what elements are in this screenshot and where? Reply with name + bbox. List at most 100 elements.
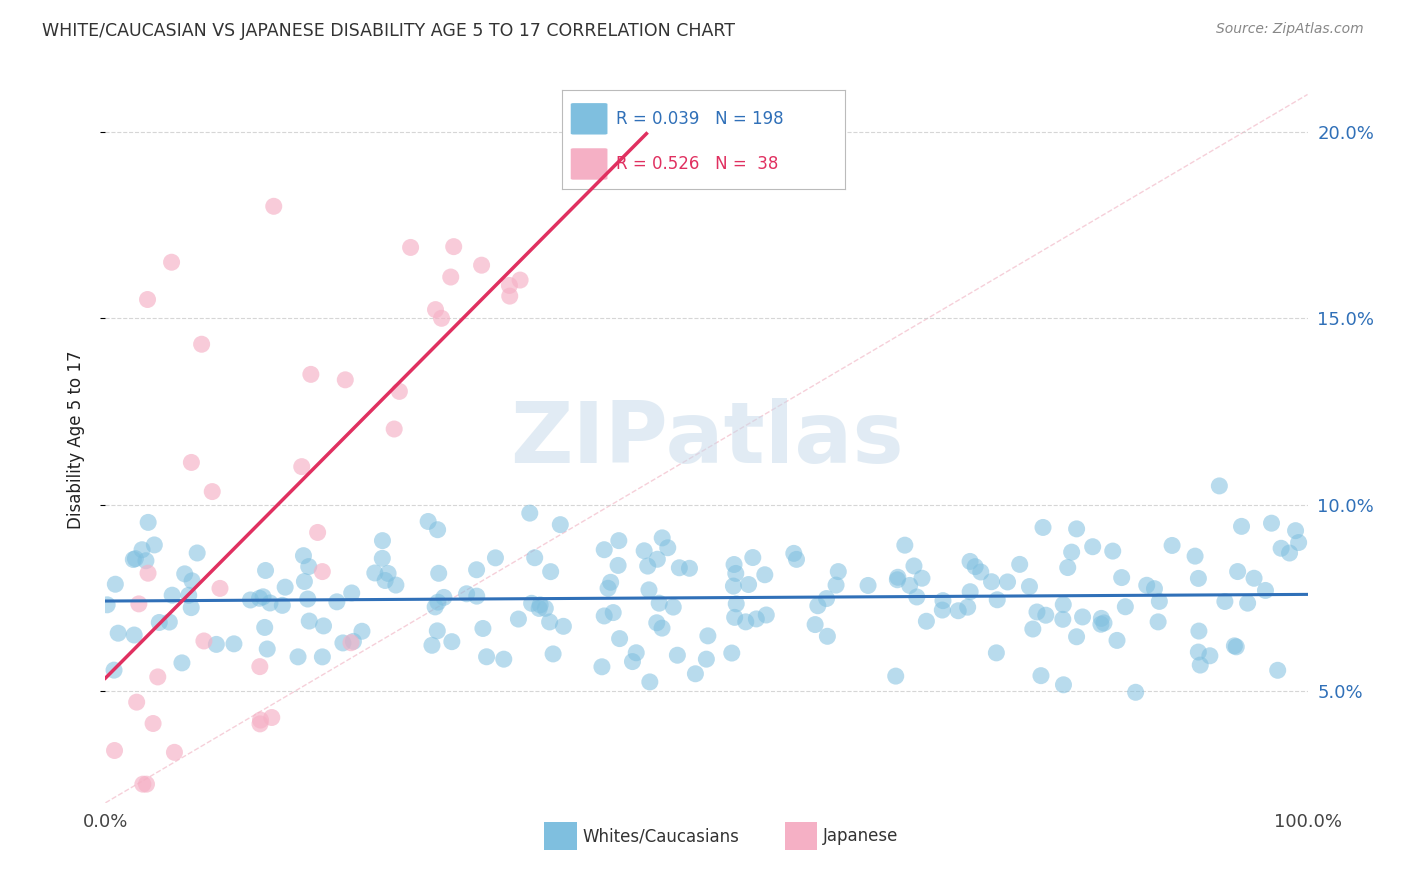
Point: [1267, 663, 1289, 677]
Point: [399, 240, 422, 254]
Point: [427, 566, 450, 581]
Point: [509, 273, 531, 287]
Point: [696, 629, 718, 643]
Point: [443, 239, 465, 253]
Point: [312, 619, 335, 633]
Point: [948, 604, 970, 618]
Point: [298, 614, 321, 628]
Point: [1260, 516, 1282, 531]
Point: [986, 592, 1008, 607]
Point: [374, 574, 396, 588]
Point: [755, 607, 778, 622]
Point: [1147, 615, 1170, 629]
Point: [1125, 685, 1147, 699]
Point: [695, 652, 717, 666]
Point: [122, 628, 145, 642]
Point: [685, 666, 707, 681]
Point: [292, 549, 315, 563]
Point: [591, 660, 613, 674]
Point: [260, 710, 283, 724]
Point: [911, 571, 934, 585]
Point: [1056, 560, 1078, 574]
Point: [720, 646, 742, 660]
Point: [1105, 633, 1128, 648]
Point: [254, 564, 277, 578]
Point: [311, 649, 333, 664]
Point: [1143, 582, 1166, 596]
Point: [1114, 599, 1136, 614]
Point: [388, 384, 411, 399]
Point: [249, 591, 271, 606]
Point: [965, 559, 987, 574]
Point: [173, 566, 195, 581]
Point: [541, 647, 564, 661]
Point: [160, 588, 183, 602]
Point: [492, 652, 515, 666]
Point: [815, 591, 838, 606]
Point: [520, 596, 543, 610]
Point: [1284, 524, 1306, 538]
Point: [1208, 479, 1230, 493]
Point: [651, 531, 673, 545]
Point: [1184, 549, 1206, 563]
Point: [1092, 615, 1115, 630]
Point: [540, 565, 562, 579]
Point: [385, 578, 408, 592]
FancyBboxPatch shape: [544, 822, 576, 850]
Point: [1052, 678, 1074, 692]
Text: WHITE/CAUCASIAN VS JAPANESE DISABILITY AGE 5 TO 17 CORRELATION CHART: WHITE/CAUCASIAN VS JAPANESE DISABILITY A…: [42, 22, 735, 40]
Point: [426, 523, 449, 537]
Point: [382, 422, 405, 436]
Point: [364, 566, 387, 580]
Point: [593, 609, 616, 624]
Point: [1035, 608, 1057, 623]
Point: [754, 567, 776, 582]
Point: [1236, 596, 1258, 610]
Point: [143, 538, 166, 552]
Point: [1032, 520, 1054, 534]
Point: [1018, 580, 1040, 594]
Point: [932, 593, 955, 607]
Point: [371, 533, 394, 548]
Point: [1071, 610, 1094, 624]
Point: [193, 634, 215, 648]
Point: [122, 552, 145, 566]
Text: ZIPatlas: ZIPatlas: [509, 398, 904, 481]
Point: [425, 302, 447, 317]
Point: [527, 601, 550, 615]
Point: [997, 574, 1019, 589]
Point: [1101, 544, 1123, 558]
Point: [898, 578, 921, 592]
Point: [1288, 535, 1310, 549]
Point: [423, 599, 446, 614]
Point: [1090, 611, 1112, 625]
Point: [128, 597, 150, 611]
Point: [980, 574, 1002, 589]
Point: [136, 293, 159, 307]
Point: [332, 636, 354, 650]
Text: Source: ZipAtlas.com: Source: ZipAtlas.com: [1216, 22, 1364, 37]
Point: [340, 586, 363, 600]
Point: [146, 670, 169, 684]
Point: [666, 648, 689, 663]
Y-axis label: Disability Age 5 to 17: Disability Age 5 to 17: [66, 350, 84, 529]
Point: [662, 600, 685, 615]
Point: [668, 561, 690, 575]
Point: [607, 533, 630, 548]
Point: [298, 559, 321, 574]
Point: [856, 578, 879, 592]
Point: [1225, 640, 1247, 654]
Point: [959, 554, 981, 568]
Point: [1198, 648, 1220, 663]
Point: [596, 581, 619, 595]
Point: [131, 542, 153, 557]
Point: [326, 595, 349, 609]
Point: [426, 595, 449, 609]
Point: [1189, 658, 1212, 673]
Point: [208, 582, 231, 596]
Point: [519, 506, 541, 520]
Point: [884, 669, 907, 683]
Point: [465, 563, 488, 577]
Point: [103, 743, 125, 757]
Point: [905, 590, 928, 604]
